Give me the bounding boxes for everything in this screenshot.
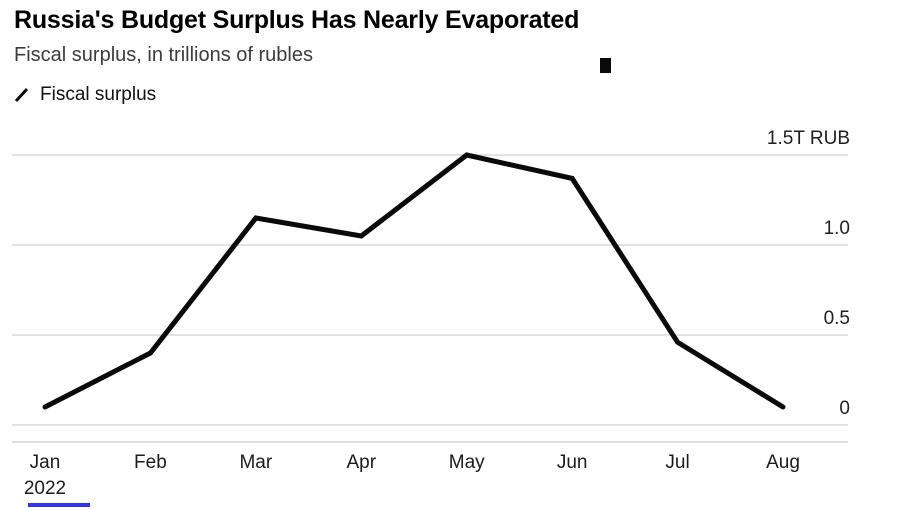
x-axis-tick-label: May (448, 452, 485, 473)
cropped-source-link-underline (28, 503, 90, 507)
x-axis-tick: Mar (201, 450, 311, 476)
line-series-fiscal-surplus (42, 152, 786, 410)
line-series-marker-icon (14, 87, 30, 103)
x-axis-tick: Aug (728, 450, 838, 476)
x-axis-tick-label: Mar (239, 452, 273, 473)
legend: Fiscal surplus (14, 84, 156, 106)
x-axis-tick: Jul (623, 450, 733, 476)
x-axis-tick-label: Jan (29, 452, 61, 473)
y-axis-tick-label: 1.0 (823, 218, 850, 239)
chart-subtitle: Fiscal surplus, in trillions of rubles (14, 44, 313, 66)
x-axis-tick: Jan 2022 (0, 450, 100, 502)
x-axis-tick-label: Jul (665, 452, 690, 473)
x-axis-tick-label: Jun (556, 452, 588, 473)
y-axis-tick-label: 0.5 (823, 308, 850, 329)
x-axis-tick: Feb (95, 450, 205, 476)
corner-mark (600, 58, 611, 73)
x-axis-tick: Jun (517, 450, 627, 476)
x-axis-tick-label: Apr (346, 452, 377, 473)
x-axis-tick-sublabel: 2022 (23, 478, 67, 499)
y-axis-tick-label: 1.5T RUB (766, 128, 850, 149)
x-axis-tick: May (412, 450, 522, 476)
plot-area (12, 152, 848, 443)
x-axis-tick: Apr (306, 450, 416, 476)
legend-item-label: Fiscal surplus (40, 84, 157, 105)
chart-title: Russia's Budget Surplus Has Nearly Evapo… (14, 6, 580, 34)
y-axis-tick-label: 0 (839, 398, 850, 419)
x-axis-tick-label: Aug (766, 452, 800, 473)
x-axis-tick-label: Feb (134, 452, 167, 473)
